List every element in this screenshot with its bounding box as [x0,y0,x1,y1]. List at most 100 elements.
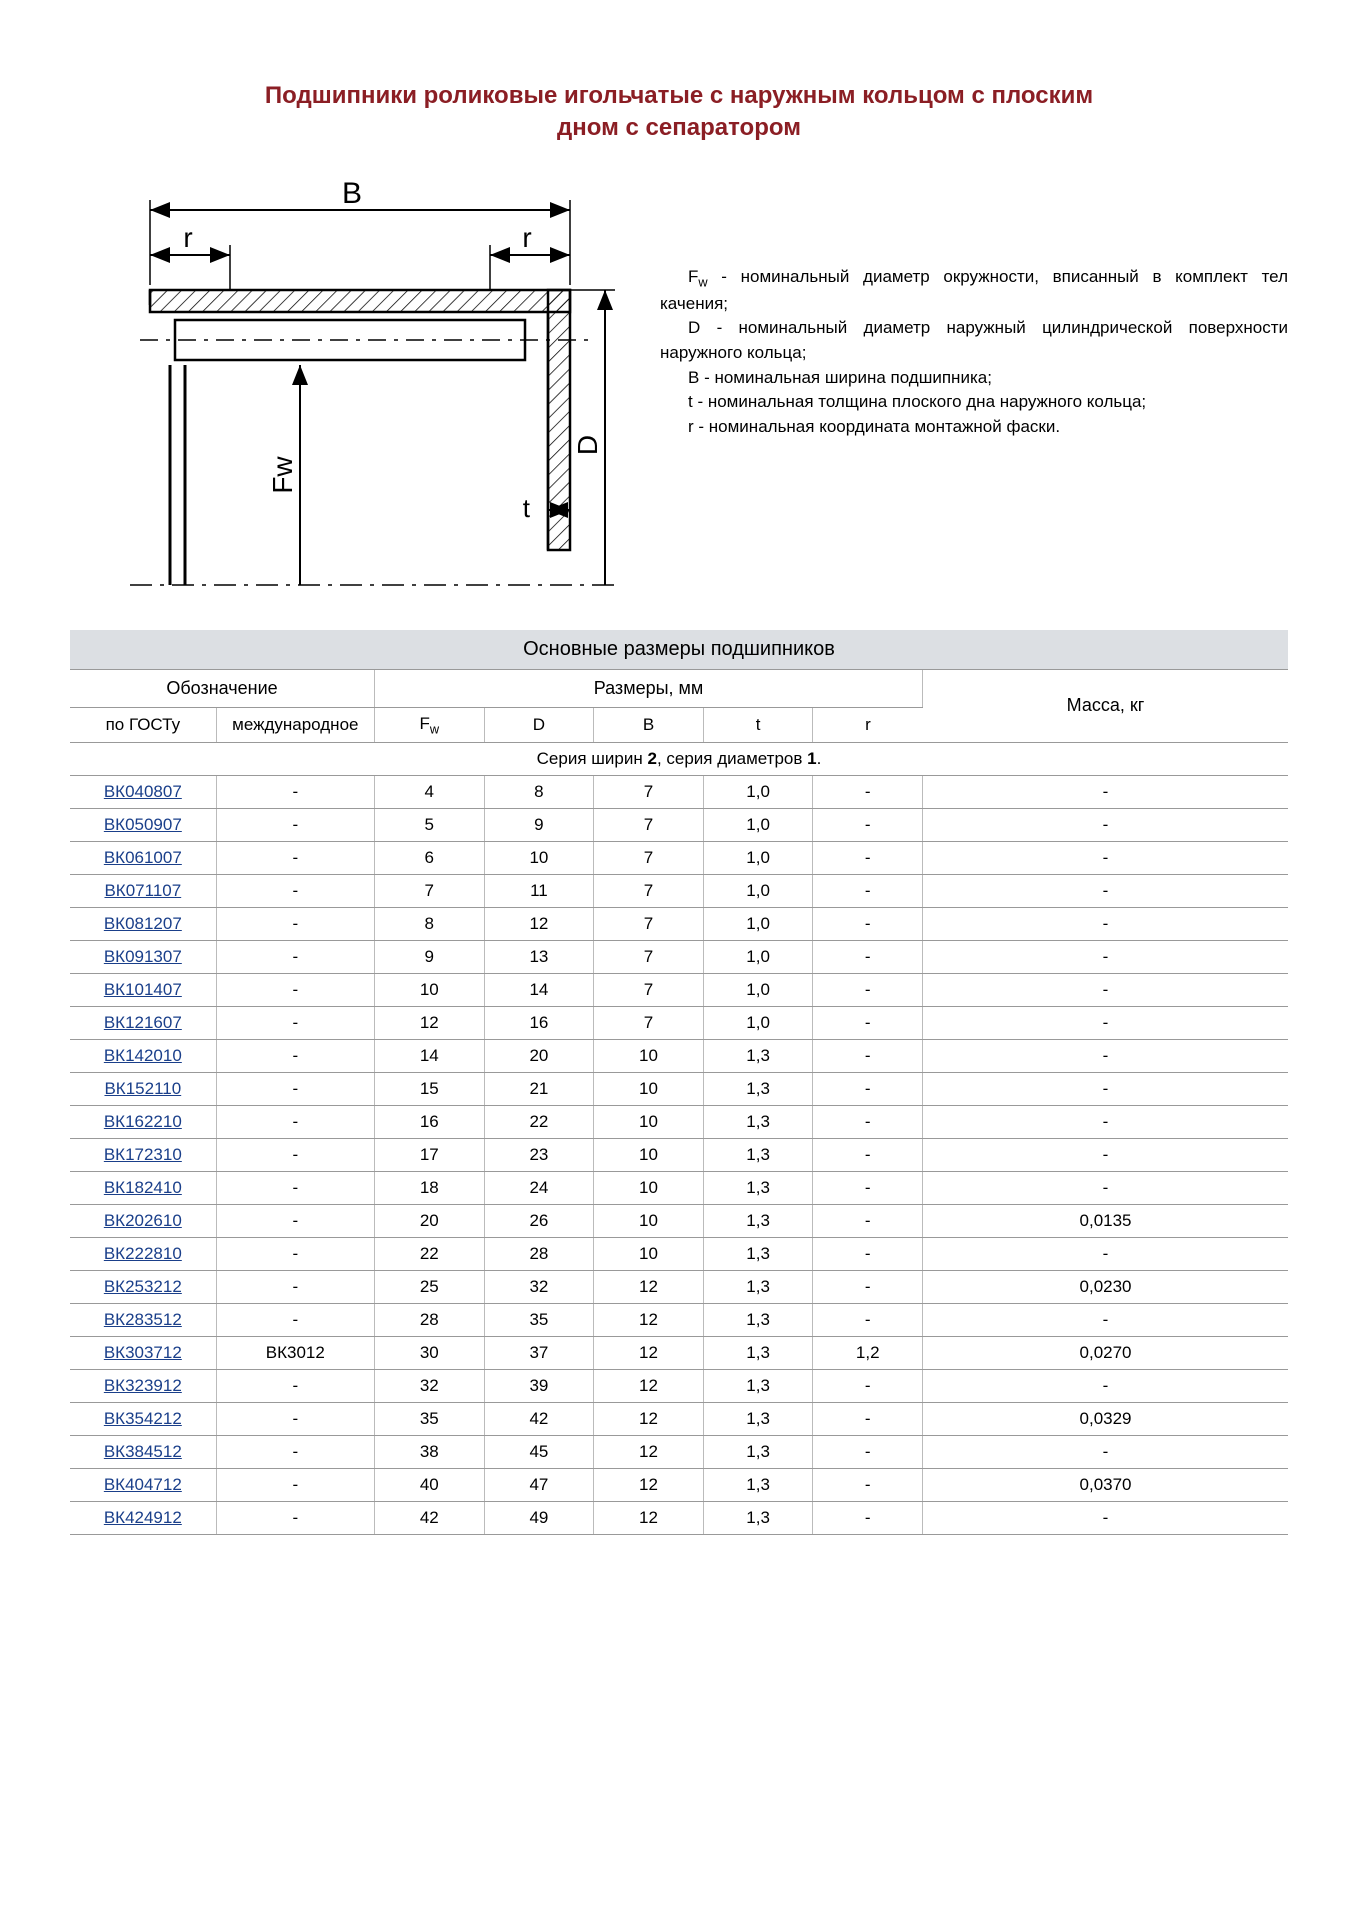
cell-r: - [813,1469,923,1502]
cell-Fw: 30 [374,1337,484,1370]
cell-gost: ВК091307 [70,941,216,974]
gost-link[interactable]: ВК222810 [104,1244,182,1263]
cell-Fw: 14 [374,1040,484,1073]
table-row: ВК182410-1824101,3-- [70,1172,1288,1205]
cell-B: 7 [594,1007,704,1040]
diagram-label-D: D [572,435,603,455]
cell-D: 47 [484,1469,594,1502]
cell-t: 1,3 [703,1436,813,1469]
gost-link[interactable]: ВК404712 [104,1475,182,1494]
cell-mass: - [923,974,1288,1007]
table-row: ВК162210-1622101,3-- [70,1106,1288,1139]
cell-gost: ВК384512 [70,1436,216,1469]
cell-D: 22 [484,1106,594,1139]
cell-mass: - [923,875,1288,908]
cell-r: - [813,1139,923,1172]
cell-r: - [813,1172,923,1205]
table-row: ВК081207-81271,0-- [70,908,1288,941]
cell-r: - [813,1403,923,1436]
cell-D: 49 [484,1502,594,1535]
gost-link[interactable]: ВК040807 [104,782,182,801]
gost-link[interactable]: ВК101407 [104,980,182,999]
cell-D: 9 [484,809,594,842]
cell-t: 1,3 [703,1238,813,1271]
cell-B: 7 [594,875,704,908]
cell-B: 7 [594,842,704,875]
cell-mass: 0,0230 [923,1271,1288,1304]
gost-link[interactable]: ВК283512 [104,1310,182,1329]
gost-link[interactable]: ВК202610 [104,1211,182,1230]
cell-B: 7 [594,941,704,974]
cell-Fw: 4 [374,776,484,809]
gost-link[interactable]: ВК061007 [104,848,182,867]
cell-gost: ВК222810 [70,1238,216,1271]
table-row: ВК283512-2835121,3-- [70,1304,1288,1337]
cell-intl: - [216,1205,374,1238]
cell-mass: - [923,1436,1288,1469]
cell-intl: - [216,908,374,941]
cell-B: 10 [594,1238,704,1271]
cell-t: 1,0 [703,908,813,941]
cell-gost: ВК142010 [70,1040,216,1073]
gost-link[interactable]: ВК081207 [104,914,182,933]
table-row: ВК354212-3542121,3-0,0329 [70,1403,1288,1436]
gost-link[interactable]: ВК384512 [104,1442,182,1461]
cell-t: 1,3 [703,1337,813,1370]
cell-Fw: 8 [374,908,484,941]
cell-intl: - [216,974,374,1007]
cell-B: 12 [594,1469,704,1502]
cell-D: 37 [484,1337,594,1370]
cell-t: 1,3 [703,1304,813,1337]
cell-t: 1,0 [703,1007,813,1040]
table-row: ВК142010-1420101,3-- [70,1040,1288,1073]
cell-intl: - [216,1502,374,1535]
cell-B: 7 [594,809,704,842]
gost-link[interactable]: ВК182410 [104,1178,182,1197]
gost-link[interactable]: ВК303712 [104,1343,182,1362]
table-row: ВК323912-3239121,3-- [70,1370,1288,1403]
cell-D: 16 [484,1007,594,1040]
gost-link[interactable]: ВК253212 [104,1277,182,1296]
gost-link[interactable]: ВК152110 [104,1079,181,1098]
cell-r: - [813,1073,923,1106]
gost-link[interactable]: ВК354212 [104,1409,182,1428]
gost-link[interactable]: ВК050907 [104,815,182,834]
table-row: ВК040807-4871,0-- [70,776,1288,809]
cell-intl: - [216,1007,374,1040]
gost-link[interactable]: ВК071107 [104,881,181,900]
cell-Fw: 15 [374,1073,484,1106]
cell-intl: - [216,1073,374,1106]
def-B: B - номинальная ширина подшипника; [660,366,1288,391]
cell-intl: - [216,1238,374,1271]
cell-r: 1,2 [813,1337,923,1370]
cell-r: - [813,1370,923,1403]
cell-B: 10 [594,1073,704,1106]
cell-r: - [813,842,923,875]
cell-Fw: 5 [374,809,484,842]
cell-intl: - [216,1271,374,1304]
cell-mass: 0,0135 [923,1205,1288,1238]
gost-link[interactable]: ВК323912 [104,1376,182,1395]
cell-intl: - [216,1106,374,1139]
cell-D: 10 [484,842,594,875]
diagram-label-B: B [342,177,362,210]
cell-Fw: 9 [374,941,484,974]
gost-link[interactable]: ВК091307 [104,947,182,966]
cell-D: 42 [484,1403,594,1436]
cell-Fw: 38 [374,1436,484,1469]
gost-link[interactable]: ВК142010 [104,1046,182,1065]
gost-link[interactable]: ВК424912 [104,1508,182,1527]
cell-gost: ВК172310 [70,1139,216,1172]
gost-link[interactable]: ВК121607 [104,1013,182,1032]
th-r: r [813,707,923,742]
gost-link[interactable]: ВК162210 [104,1112,182,1131]
cell-mass: - [923,1304,1288,1337]
cell-intl: - [216,809,374,842]
gost-link[interactable]: ВК172310 [104,1145,182,1164]
table-row: ВК152110-1521101,3-- [70,1073,1288,1106]
cell-mass: - [923,1106,1288,1139]
cell-t: 1,3 [703,1040,813,1073]
cell-D: 26 [484,1205,594,1238]
cell-intl: - [216,875,374,908]
table-row: ВК253212-2532121,3-0,0230 [70,1271,1288,1304]
